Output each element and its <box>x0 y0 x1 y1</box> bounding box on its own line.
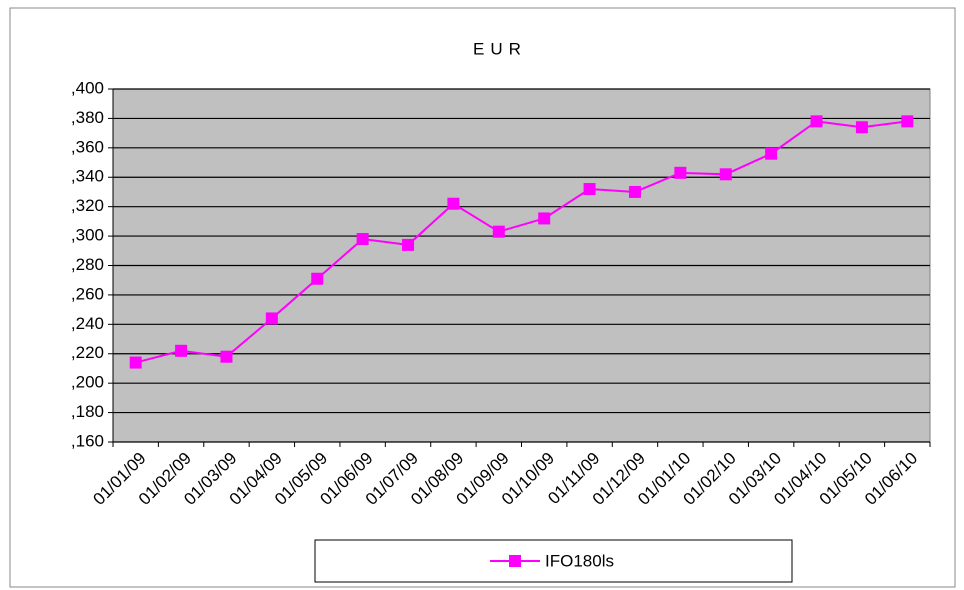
point <box>810 115 823 128</box>
point <box>538 212 551 225</box>
point <box>447 197 460 210</box>
y-tick-label: ,380 <box>71 108 104 127</box>
y-tick-label: ,340 <box>71 167 104 186</box>
point <box>719 168 732 181</box>
legend <box>314 539 793 583</box>
legend-label: IFO180ls <box>545 551 614 570</box>
point <box>265 312 278 325</box>
y-tick-label: ,280 <box>71 255 104 274</box>
point <box>402 238 415 251</box>
point <box>583 183 596 196</box>
line <box>135 120 908 364</box>
point <box>765 147 778 160</box>
point <box>129 356 142 369</box>
y-tick-label: ,240 <box>71 314 104 333</box>
legend-marker <box>509 555 521 567</box>
point <box>175 344 188 357</box>
point <box>674 166 687 179</box>
y-tick-label: ,160 <box>71 431 104 450</box>
point <box>220 350 233 363</box>
point <box>628 185 641 198</box>
point <box>311 272 324 285</box>
y-tick-label: ,320 <box>71 196 104 215</box>
y-tick-label: ,180 <box>71 402 104 421</box>
y-tick-label: ,260 <box>71 284 104 303</box>
point <box>356 233 369 246</box>
point <box>492 225 505 238</box>
point <box>901 115 914 128</box>
y-tick-label: ,400 <box>71 78 104 97</box>
y-tick-label: ,220 <box>71 343 104 362</box>
y-tick-label: ,360 <box>71 137 104 156</box>
point <box>855 121 868 134</box>
y-tick-label: ,200 <box>71 373 104 392</box>
chart-title: EUR <box>473 39 527 58</box>
y-tick-label: ,300 <box>71 226 104 245</box>
